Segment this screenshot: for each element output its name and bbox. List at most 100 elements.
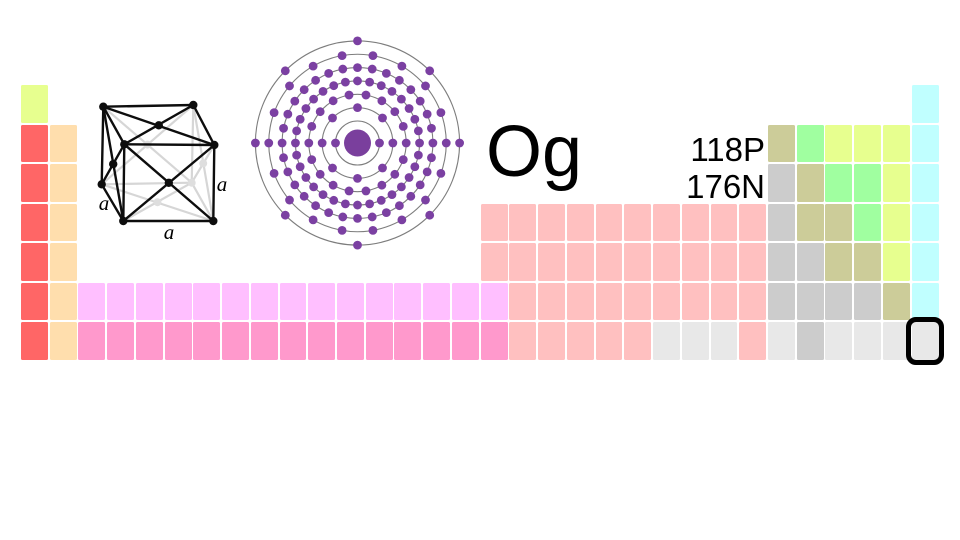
element-cell <box>21 124 48 163</box>
element-cell <box>595 243 623 281</box>
proton-count: 118P <box>690 131 765 168</box>
electron-dot <box>422 167 432 177</box>
element-cell <box>365 282 393 321</box>
electron-dot <box>415 180 425 190</box>
element-cell <box>250 282 278 321</box>
electron-dot <box>406 85 416 95</box>
element-cell <box>911 85 939 123</box>
element-cell <box>509 282 537 321</box>
element-cell <box>451 282 479 321</box>
element-cell <box>164 282 192 321</box>
electron-dot <box>422 109 432 119</box>
electron-dot <box>368 226 378 235</box>
element-cell <box>566 203 594 242</box>
electron-dot <box>308 215 318 225</box>
electron-dot <box>377 180 387 190</box>
element-cell <box>911 124 939 163</box>
electron-dot <box>353 173 362 183</box>
crystal-structure-diagram: a a a <box>97 100 227 244</box>
element-cell <box>710 322 738 360</box>
electron-dot <box>331 138 340 148</box>
electron-dot <box>353 36 362 46</box>
element-cell <box>49 322 77 360</box>
element-cell <box>480 203 508 242</box>
electron-dot <box>292 150 302 160</box>
element-cell <box>21 243 48 281</box>
element-cell <box>854 282 882 321</box>
electron-dot <box>381 208 391 218</box>
nucleon-counts: 118P 176N <box>565 131 765 205</box>
electron-dot <box>264 138 274 148</box>
element-cell <box>624 203 652 242</box>
element-cell <box>135 322 163 360</box>
electron-dot <box>283 167 293 177</box>
element-cell <box>739 282 767 321</box>
electron-dot <box>367 212 377 222</box>
electron-dot <box>378 113 387 123</box>
edge-length-label-left: a <box>99 191 110 215</box>
element-cell <box>681 282 709 321</box>
element-cell <box>164 322 192 360</box>
element-cell <box>193 282 221 321</box>
electron-dot <box>396 94 406 104</box>
electron-dot <box>367 64 377 74</box>
electron-dot <box>307 121 317 131</box>
element-highlight-box <box>906 317 944 366</box>
element-cell <box>279 282 307 321</box>
electron-dot <box>377 96 387 106</box>
element-cell <box>854 124 882 163</box>
element-cell <box>882 243 910 281</box>
electron-dot <box>338 212 348 222</box>
element-cell <box>739 203 767 242</box>
element-cell <box>767 164 795 202</box>
element-cell <box>49 243 77 281</box>
element-cell <box>566 322 594 360</box>
electron-dot <box>340 199 350 209</box>
electron-dot <box>427 123 436 133</box>
electron-dot <box>317 138 327 148</box>
electron-dot <box>387 87 397 96</box>
visible-atoms <box>97 100 219 226</box>
electron-dot <box>328 180 338 190</box>
element-cell <box>653 322 680 360</box>
electron-dot <box>381 68 391 78</box>
electron-dot <box>428 138 438 148</box>
element-cell <box>538 203 566 242</box>
electron-dot <box>436 168 446 178</box>
element-cell <box>423 322 451 360</box>
element-cell <box>854 203 882 242</box>
electron-dot <box>290 96 300 106</box>
element-cell <box>825 322 853 360</box>
electron-dot <box>404 173 414 182</box>
element-cell <box>681 203 709 242</box>
electron-dot <box>353 76 362 86</box>
element-cell <box>911 282 939 321</box>
element-cell <box>595 322 623 360</box>
electron-dot <box>441 138 451 148</box>
electron-dot <box>397 61 407 71</box>
electron-dot <box>353 103 362 113</box>
element-cell <box>825 164 853 202</box>
element-cell <box>882 282 910 321</box>
electron-dot <box>279 123 288 133</box>
element-cell <box>796 243 824 281</box>
element-cell <box>882 203 910 242</box>
element-cell <box>49 282 77 321</box>
electron-dot <box>398 121 408 131</box>
element-cell <box>566 282 594 321</box>
element-cell <box>49 124 77 163</box>
element-cell <box>21 85 48 123</box>
element-cell <box>767 243 795 281</box>
element-cell <box>509 322 537 360</box>
electron-dot <box>311 75 321 85</box>
element-cell <box>250 322 278 360</box>
electron-dot <box>365 199 375 209</box>
element-cell <box>854 243 882 281</box>
electron-dot <box>404 104 414 113</box>
electron-dot <box>285 81 294 91</box>
electron-dot <box>277 138 287 148</box>
element-cell <box>796 124 824 163</box>
element-cell <box>825 203 853 242</box>
electron-dot <box>398 155 408 165</box>
electron-dot <box>318 87 328 96</box>
